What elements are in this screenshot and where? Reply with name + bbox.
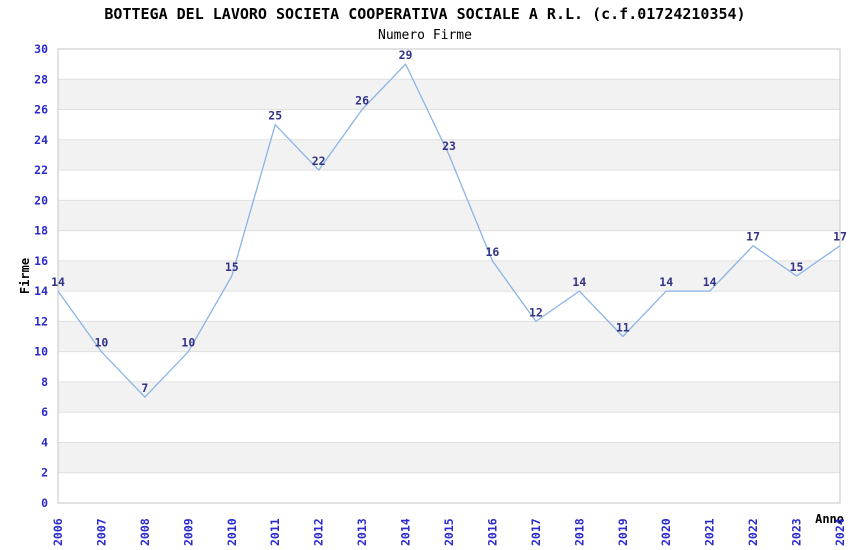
y-tick-label: 18 — [34, 224, 48, 238]
y-tick-label: 6 — [41, 405, 48, 419]
point-label: 14 — [659, 275, 673, 289]
x-tick-label: 2021 — [703, 518, 717, 546]
x-tick-label: 2022 — [746, 518, 760, 546]
point-label: 15 — [225, 260, 239, 274]
point-label: 11 — [616, 321, 630, 335]
x-tick-label: 2009 — [181, 518, 195, 546]
y-tick-label: 30 — [34, 42, 48, 56]
y-tick-label: 8 — [41, 375, 48, 389]
point-label: 7 — [141, 381, 148, 395]
point-label: 16 — [486, 245, 500, 259]
series-line — [57, 63, 841, 398]
x-tick-label: 2020 — [659, 518, 673, 546]
point-label: 22 — [312, 154, 326, 168]
y-tick-label: 16 — [34, 254, 48, 268]
point-label: 23 — [442, 139, 456, 153]
point-label: 17 — [746, 230, 760, 244]
y-tick-label: 22 — [34, 163, 48, 177]
x-tick-label: 2023 — [790, 518, 804, 546]
grid-band — [58, 381, 840, 413]
chart-subtitle: Numero Firme — [378, 28, 472, 43]
grid-band — [58, 79, 840, 110]
x-tick-label: 2006 — [51, 518, 65, 546]
y-tick-label: 14 — [34, 284, 48, 298]
y-tick-label: 24 — [34, 133, 48, 147]
grid-band — [58, 321, 840, 352]
x-tick-label: 2008 — [138, 518, 152, 546]
x-tick-label: 2012 — [312, 518, 326, 546]
point-label: 17 — [833, 230, 847, 244]
x-tick-label: 2011 — [268, 518, 282, 546]
x-tick-label: 2016 — [485, 518, 499, 546]
y-tick-label: 0 — [41, 496, 48, 510]
y-tick-label: 4 — [41, 435, 48, 449]
point-label: 26 — [355, 94, 369, 108]
plot-border — [57, 48, 841, 504]
chart-title: BOTTEGA DEL LAVORO SOCIETA COOPERATIVA S… — [104, 5, 746, 23]
grid-band — [58, 200, 840, 231]
x-tick-label: 2019 — [616, 518, 630, 546]
y-tick-label: 10 — [34, 345, 48, 359]
point-label: 29 — [399, 48, 413, 62]
x-tick-label: 2007 — [94, 518, 108, 546]
y-tick-label: 26 — [34, 103, 48, 117]
x-tick-label: 2010 — [225, 518, 239, 546]
point-label: 14 — [703, 275, 717, 289]
y-tick-label: 20 — [34, 193, 48, 207]
point-label: 10 — [181, 336, 195, 350]
x-tick-label: 2018 — [572, 518, 586, 546]
x-tick-label: 2017 — [529, 518, 543, 546]
x-tick-label: 2024 — [833, 518, 847, 546]
x-tick-label: 2013 — [355, 518, 369, 546]
point-label: 25 — [268, 109, 282, 123]
y-tick-label: 12 — [34, 314, 48, 328]
grid-band — [58, 442, 840, 473]
y-tick-label: 28 — [34, 72, 48, 86]
point-label: 14 — [51, 275, 65, 289]
point-label: 12 — [529, 305, 543, 319]
x-axis-label: Anno — [815, 512, 844, 526]
grid-band — [58, 260, 840, 292]
x-tick-label: 2014 — [399, 518, 413, 546]
point-label: 10 — [95, 336, 109, 350]
point-label: 15 — [790, 260, 804, 274]
point-label: 14 — [572, 275, 586, 289]
y-tick-label: 2 — [41, 466, 48, 480]
x-tick-label: 2015 — [442, 518, 456, 546]
